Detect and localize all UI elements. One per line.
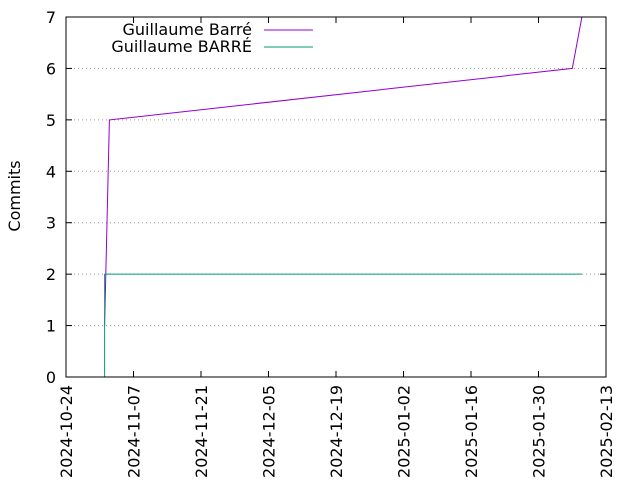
x-tick-label: 2024-12-05 bbox=[260, 385, 279, 478]
grid-lines bbox=[66, 67, 606, 327]
x-tick-label: 2024-11-21 bbox=[192, 385, 211, 478]
legend-label: Guillaume Barré bbox=[123, 20, 252, 39]
x-tick-label: 2025-01-16 bbox=[462, 385, 481, 478]
series-lines bbox=[104, 16, 583, 377]
y-tick-label: 7 bbox=[46, 8, 56, 27]
plot-border bbox=[65, 16, 607, 378]
x-tick-label: 2025-02-13 bbox=[597, 385, 616, 478]
y-tick-label: 2 bbox=[46, 265, 56, 284]
x-tick-label: 2024-10-24 bbox=[57, 385, 76, 478]
y-tick-label: 5 bbox=[46, 111, 56, 130]
y-tick-label: 6 bbox=[46, 59, 56, 78]
y-tick-label: 1 bbox=[46, 317, 56, 336]
y-axis-label: Commits bbox=[5, 160, 24, 231]
series-line bbox=[104, 273, 582, 377]
y-tick-label: 0 bbox=[46, 368, 56, 387]
x-tick-label: 2025-01-02 bbox=[395, 385, 414, 478]
series-line bbox=[104, 16, 583, 326]
axis-ticks: 0 1 2 3 4 5 6 7 2024-10-24 2024-11-07 2024-11-21 20… bbox=[46, 8, 616, 478]
plot-frame bbox=[65, 16, 607, 378]
legend-label: Guillaume BARRÉ bbox=[111, 37, 252, 56]
y-tick-label: 3 bbox=[46, 214, 56, 233]
x-tick-label: 2025-01-30 bbox=[530, 385, 549, 478]
x-tick-label: 2024-12-19 bbox=[327, 385, 346, 478]
x-tick-label: 2024-11-07 bbox=[125, 385, 144, 478]
y-tick-label: 4 bbox=[46, 162, 56, 181]
